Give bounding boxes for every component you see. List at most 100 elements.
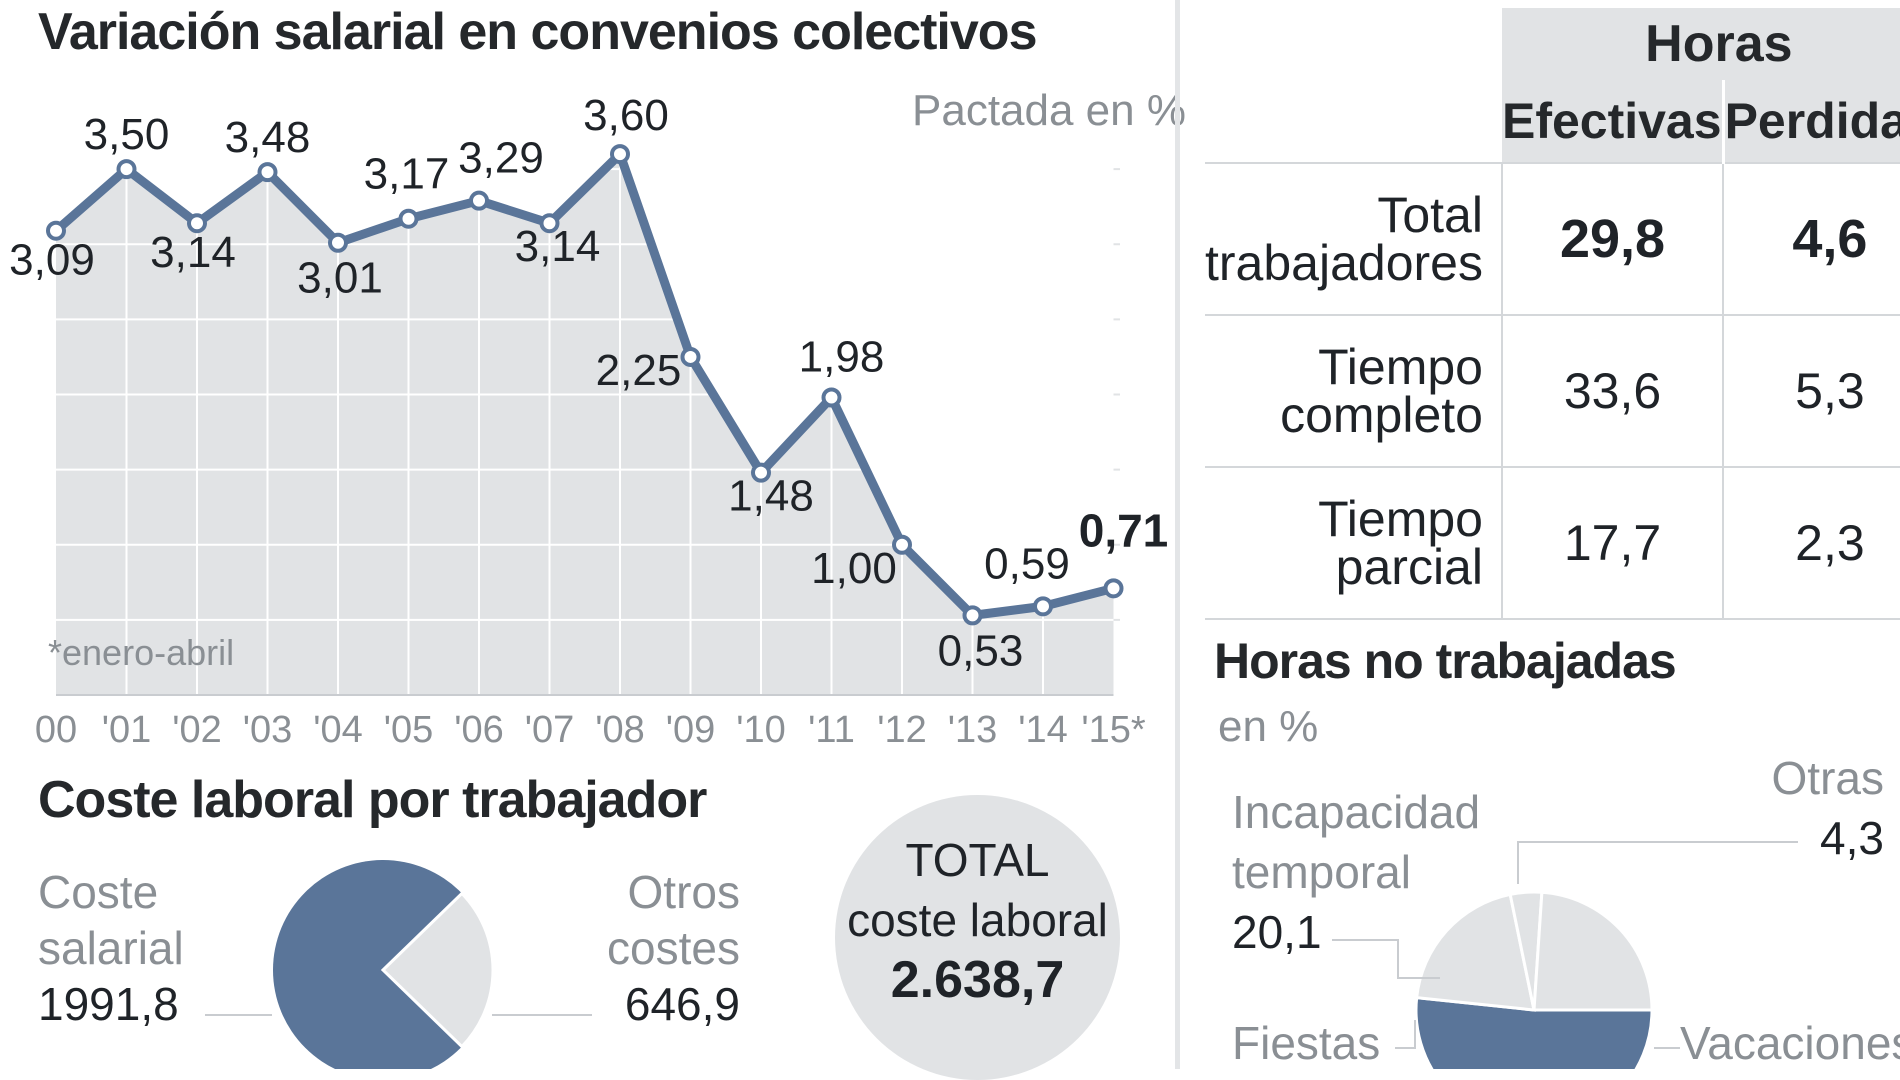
salarial-label: Coste salarial 1991,8 [38, 864, 184, 1032]
data-point [257, 162, 278, 183]
data-label: 0,71 [1079, 504, 1169, 556]
x-tick-label: '14 [1018, 709, 1068, 751]
cell-perdidas: 4,6 [1722, 162, 1900, 315]
line-chart-title-text: Variación salarial en convenios colectiv… [38, 3, 1037, 61]
data-point [821, 387, 842, 408]
x-tick-label: '02 [172, 709, 222, 751]
row-label-line1: Total [1377, 187, 1483, 243]
data-label: 3,48 [225, 113, 311, 162]
leader-line-otras [1517, 841, 1798, 884]
salary-line-chart: 3,09 3,50 3,14 3,48 3,01 3,17 3,29 3,14 3,60 2,25… [9, 91, 1169, 751]
x-tick-label: '15* [1081, 709, 1146, 751]
otras-value: 4,3 [1820, 812, 1884, 864]
data-point [328, 232, 348, 253]
data-point [962, 605, 983, 626]
footnote: *enero-abril [48, 632, 235, 673]
data-label: 2,25 [596, 346, 682, 395]
incapacidad-label-line2: temporal [1232, 846, 1411, 898]
x-tick-label: '12 [877, 709, 927, 751]
data-point [539, 213, 560, 234]
data-point [398, 208, 419, 229]
otros-label-line1: Otros [627, 866, 740, 918]
data-label: 3,29 [458, 134, 544, 183]
incapacidad-label-line1: Incapacidad [1232, 786, 1481, 838]
x-tick-label: '10 [736, 709, 786, 751]
incapacidad-value: 20,1 [1232, 906, 1322, 958]
x-tick-label: '13 [948, 709, 998, 751]
cell-efectivas: 33,6 [1500, 314, 1724, 467]
row-label-line2: trabajadores [1205, 235, 1483, 291]
otros-value: 646,9 [624, 978, 740, 1030]
no-trabajadas-subtitle: en % [1218, 702, 1319, 751]
x-tick-label: 00 [35, 709, 77, 751]
data-label: 1,98 [799, 333, 885, 382]
data-point [187, 213, 207, 234]
data-label: 0,59 [984, 539, 1070, 588]
data-label: 1,48 [728, 472, 814, 521]
x-tick-label: '06 [454, 709, 504, 751]
table-corner-2 [1205, 80, 1502, 163]
data-point [116, 159, 137, 180]
total-label-line1: TOTAL [905, 834, 1050, 886]
cell-efectivas: 29,8 [1500, 162, 1724, 315]
line-chart-title: Variación salarial en convenios colectiv… [38, 2, 1037, 62]
table-row: Tiempo parcial 17,7 2,3 [1205, 466, 1900, 619]
x-tick-label: '01 [102, 709, 152, 751]
x-tick-label: '04 [313, 709, 363, 751]
row-label: Total trabajadores [1205, 162, 1502, 315]
data-label: 0,53 [938, 626, 1024, 675]
data-point [680, 346, 701, 367]
fiestas-label: Fiestas [1232, 1017, 1381, 1069]
unit-note: Pactada en % [912, 86, 1186, 135]
cell-perdidas: 5,3 [1722, 314, 1900, 467]
pie-slice-vacaciones [1414, 996, 1654, 1069]
x-tick-label: '09 [666, 709, 716, 751]
total-value: 2.638,7 [890, 951, 1065, 1009]
row-label-line2: parcial [1335, 539, 1483, 595]
panel-divider [1175, 0, 1180, 1069]
horas-group-header: Horas [1501, 8, 1900, 80]
pie-slice-incapacidad [1414, 892, 1536, 1012]
cell-efectivas: 17,7 [1500, 466, 1724, 619]
x-tick-label: '11 [808, 709, 855, 751]
data-label: 3,60 [583, 91, 669, 140]
data-point [610, 144, 630, 165]
pie-slice-otros [380, 891, 495, 1049]
row-label-line2: completo [1280, 387, 1483, 443]
salarial-label-line2: salarial [38, 922, 184, 974]
data-point [1103, 578, 1124, 599]
horas-pie-chart [1332, 841, 1798, 1069]
data-point [892, 534, 912, 555]
salarial-label-line1: Coste [38, 866, 159, 918]
row-label-line1: Tiempo [1318, 491, 1483, 547]
salarial-value: 1991,8 [38, 978, 179, 1030]
x-tick-label: '07 [525, 709, 575, 751]
row-label-line1: Tiempo [1318, 339, 1483, 395]
table-corner [1205, 8, 1502, 80]
data-label: 3,01 [297, 254, 383, 303]
data-label: 3,14 [515, 222, 601, 271]
data-label: 3,50 [84, 110, 170, 159]
x-tick-label: '05 [384, 709, 434, 751]
data-point [1033, 596, 1053, 617]
table-row: Total trabajadores 29,8 4,6 [1205, 162, 1900, 315]
coste-title: Coste laboral por trabajador [38, 771, 707, 829]
total-text: TOTAL coste laboral 2.638,7 [835, 830, 1120, 1010]
incapacidad-label: Incapacidad temporal 20,1 [1232, 782, 1480, 962]
area-fill [56, 154, 1114, 696]
otros-label-line2: costes [607, 922, 740, 974]
row-label: Tiempo parcial [1205, 466, 1502, 619]
pie-slice-fiestas [1532, 890, 1654, 1012]
row-label: Tiempo completo [1205, 314, 1502, 467]
leader-line-fiestas [1395, 1020, 1416, 1049]
x-tick-label: '08 [595, 709, 645, 751]
data-point [751, 462, 771, 483]
data-point [469, 190, 489, 211]
data-label: 3,17 [364, 150, 450, 199]
data-label: 3,14 [150, 228, 236, 277]
leader-line-incapacidad [1332, 939, 1440, 979]
horas-table: Horas Efectivas Perdidas Total trabajado… [1205, 8, 1900, 620]
vacaciones-label: Vacaciones [1680, 1017, 1900, 1069]
otros-label: Otros costes 646,9 [600, 864, 740, 1032]
otras-label-text: Otras [1771, 752, 1884, 804]
